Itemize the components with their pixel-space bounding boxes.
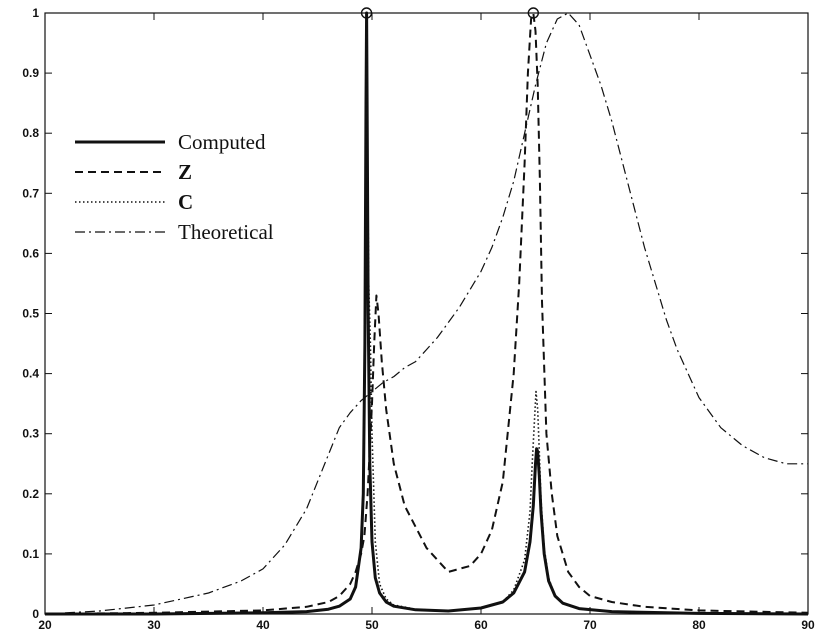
series-line-computed: [45, 11, 809, 616]
y-tick-label: 0.1: [22, 547, 39, 561]
legend-label-theoretical: Theoretical: [178, 220, 274, 244]
y-tick-label: 0.2: [22, 487, 39, 501]
legend-label-z: Z: [178, 160, 192, 184]
y-tick-label: 0.9: [22, 66, 39, 80]
y-tick-label: 0.6: [22, 246, 39, 260]
legend-label-c: C: [178, 190, 193, 214]
x-tick-label: 80: [692, 618, 706, 632]
legend: Computed ZC Theoretical: [75, 130, 274, 244]
plot-area: [45, 13, 808, 614]
x-tick-label: 40: [256, 618, 270, 632]
y-tick-label: 0.3: [22, 427, 39, 441]
y-tick-label: 1: [32, 6, 39, 20]
y-tick-label: 0.5: [22, 307, 39, 321]
y-tick-label: 0: [32, 607, 39, 621]
y-tick-label: 0.7: [22, 186, 39, 200]
legend-label-computed: Computed: [178, 130, 266, 154]
y-tick-label: 0.4: [22, 367, 39, 381]
plot-background: [45, 13, 808, 614]
x-tick-label: 50: [365, 618, 379, 632]
series-line-z: [44, 12, 809, 615]
series-layer: [44, 11, 809, 616]
series-line-theoretical: [44, 12, 808, 615]
series-line-c: [45, 12, 809, 615]
x-tick-label: 90: [801, 618, 815, 632]
x-tick-label: 30: [147, 618, 161, 632]
x-tick-label: 70: [583, 618, 597, 632]
x-tick-label: 20: [38, 618, 52, 632]
y-tick-label: 0.8: [22, 126, 39, 140]
x-tick-label: 60: [474, 618, 488, 632]
axes: 20 30 40 50 60 70 80 90 0 0.1 0.2 0.3 0.4 0.5 0.6 0.7 0.…: [22, 6, 815, 632]
